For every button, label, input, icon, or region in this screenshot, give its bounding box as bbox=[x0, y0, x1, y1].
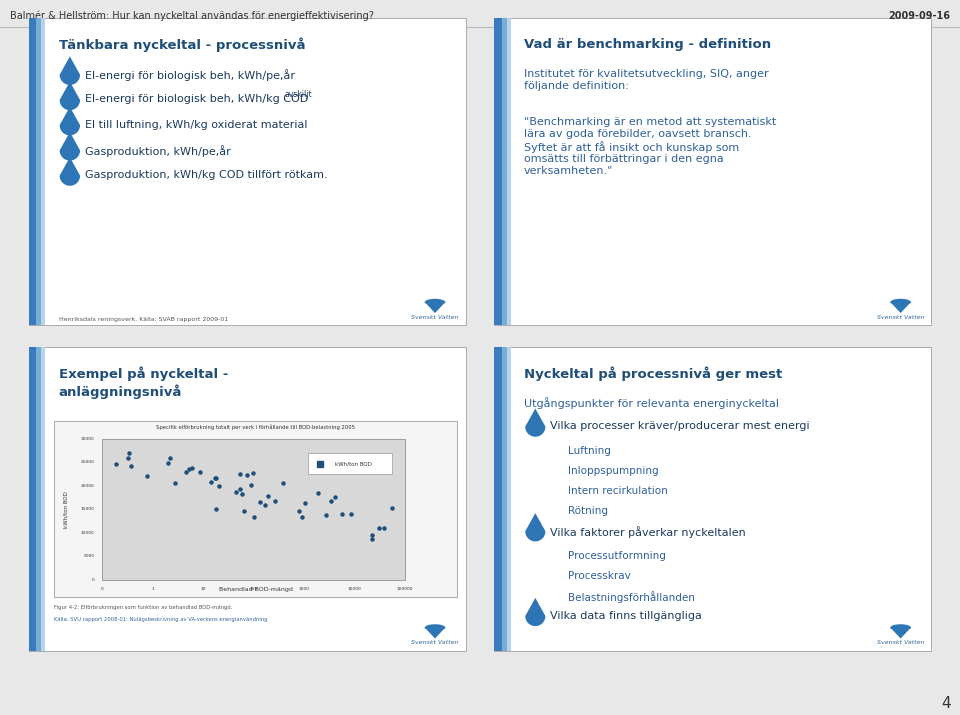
Text: Utgångspunkter för relevanta energinyckeltal: Utgångspunkter för relevanta energinycke… bbox=[524, 398, 780, 410]
Text: Vad är benchmarking - definition: Vad är benchmarking - definition bbox=[524, 38, 771, 51]
Text: kWh/ton BOD: kWh/ton BOD bbox=[63, 491, 69, 528]
Text: Gasproduktion, kWh/kg COD tillfört rötkam.: Gasproduktion, kWh/kg COD tillfört rötka… bbox=[84, 170, 327, 180]
Text: 1000: 1000 bbox=[299, 587, 309, 591]
Text: Exempel på nyckeltal -
anläggningsnivå: Exempel på nyckeltal - anläggningsnivå bbox=[59, 367, 228, 398]
Polygon shape bbox=[60, 157, 80, 186]
Text: Luftning: Luftning bbox=[567, 446, 611, 456]
FancyBboxPatch shape bbox=[494, 18, 502, 325]
FancyBboxPatch shape bbox=[29, 18, 466, 325]
Text: Svenskt Vatten: Svenskt Vatten bbox=[876, 315, 924, 320]
FancyBboxPatch shape bbox=[36, 347, 41, 651]
Text: Specifik elförbrukning totalt per verk i förhållande till BOD-belastning 2005: Specifik elförbrukning totalt per verk i… bbox=[156, 425, 355, 430]
Text: 15000: 15000 bbox=[81, 508, 94, 511]
FancyBboxPatch shape bbox=[36, 18, 41, 325]
Polygon shape bbox=[60, 107, 80, 135]
Polygon shape bbox=[425, 302, 444, 313]
Text: Institutet för kvalitetsutveckling, SIQ, anger
följande definition:: Institutet för kvalitetsutveckling, SIQ,… bbox=[524, 69, 769, 91]
Polygon shape bbox=[891, 625, 910, 628]
Text: El-energi för biologisk beh, kWh/pe,år: El-energi för biologisk beh, kWh/pe,år bbox=[84, 69, 295, 81]
Polygon shape bbox=[891, 628, 910, 638]
Text: 0: 0 bbox=[101, 587, 104, 591]
Text: Processkrav: Processkrav bbox=[567, 571, 631, 581]
Text: Intern recirkulation: Intern recirkulation bbox=[567, 486, 667, 496]
FancyBboxPatch shape bbox=[54, 421, 457, 598]
FancyBboxPatch shape bbox=[502, 347, 507, 651]
Polygon shape bbox=[60, 132, 80, 161]
Text: 30000: 30000 bbox=[81, 437, 94, 441]
FancyBboxPatch shape bbox=[494, 347, 931, 651]
Text: Svenskt Vatten: Svenskt Vatten bbox=[411, 640, 459, 645]
Text: El till luftning, kWh/kg oxiderat material: El till luftning, kWh/kg oxiderat materi… bbox=[84, 119, 307, 129]
Text: Gasproduktion, kWh/pe,år: Gasproduktion, kWh/pe,år bbox=[84, 145, 230, 157]
Text: Källa: SVU rapport 2008-01: Nulägsbeskrivning av VA-verkens energianvändning: Källa: SVU rapport 2008-01: Nulägsbeskri… bbox=[54, 617, 268, 622]
Text: Rötning: Rötning bbox=[567, 506, 608, 516]
Text: Figur 4-2: Elförbrukningen som funktion av behandlad BOD-mängd.: Figur 4-2: Elförbrukningen som funktion … bbox=[54, 604, 232, 609]
Text: 1: 1 bbox=[152, 587, 155, 591]
FancyBboxPatch shape bbox=[29, 18, 36, 325]
FancyBboxPatch shape bbox=[507, 347, 511, 651]
Polygon shape bbox=[525, 408, 545, 437]
Polygon shape bbox=[525, 513, 545, 541]
Text: Vilka processer kräver/producerar mest energi: Vilka processer kräver/producerar mest e… bbox=[550, 421, 810, 431]
Polygon shape bbox=[425, 628, 444, 638]
FancyBboxPatch shape bbox=[29, 347, 36, 651]
Text: 100000: 100000 bbox=[396, 587, 413, 591]
FancyBboxPatch shape bbox=[507, 18, 511, 325]
Text: Balmér & Hellström: Hur kan nyckeltal användas för energieffektivisering?: Balmér & Hellström: Hur kan nyckeltal an… bbox=[10, 11, 373, 21]
Text: Henriksdals reningsverk. Källa: SVAB rapport 2009-01: Henriksdals reningsverk. Källa: SVAB rap… bbox=[59, 317, 228, 322]
Text: Vilka data finns tillgängliga: Vilka data finns tillgängliga bbox=[550, 611, 702, 621]
Text: Nyckeltal på processnivå ger mest: Nyckeltal på processnivå ger mest bbox=[524, 367, 782, 381]
Text: Svenskt Vatten: Svenskt Vatten bbox=[876, 640, 924, 645]
Text: Svenskt Vatten: Svenskt Vatten bbox=[411, 315, 459, 320]
Text: Tänkbara nyckeltal - processnivå: Tänkbara nyckeltal - processnivå bbox=[59, 38, 305, 52]
FancyBboxPatch shape bbox=[494, 18, 931, 325]
Text: Inloppspumpning: Inloppspumpning bbox=[567, 466, 659, 476]
Text: kWh/ton BOD: kWh/ton BOD bbox=[335, 461, 372, 466]
FancyBboxPatch shape bbox=[494, 347, 502, 651]
Text: El-energi för biologisk beh, kWh/kg COD: El-energi för biologisk beh, kWh/kg COD bbox=[84, 94, 308, 104]
Text: Processutformning: Processutformning bbox=[567, 551, 665, 561]
Text: 4: 4 bbox=[941, 696, 950, 711]
Text: Belastningsförhållanden: Belastningsförhållanden bbox=[567, 591, 695, 603]
Polygon shape bbox=[891, 300, 910, 302]
Polygon shape bbox=[425, 300, 444, 302]
FancyBboxPatch shape bbox=[41, 347, 45, 651]
FancyBboxPatch shape bbox=[103, 439, 404, 580]
FancyBboxPatch shape bbox=[29, 347, 466, 651]
FancyBboxPatch shape bbox=[41, 18, 45, 325]
Text: 100: 100 bbox=[250, 587, 257, 591]
Polygon shape bbox=[891, 302, 910, 313]
Text: Behandlad BOD-mängd: Behandlad BOD-mängd bbox=[219, 587, 293, 592]
Text: 25000: 25000 bbox=[81, 460, 94, 464]
Polygon shape bbox=[525, 598, 545, 626]
Polygon shape bbox=[60, 82, 80, 110]
Text: 5000: 5000 bbox=[84, 554, 94, 558]
Text: 10000: 10000 bbox=[81, 531, 94, 535]
Text: 2009-09-16: 2009-09-16 bbox=[888, 11, 950, 21]
Polygon shape bbox=[60, 56, 80, 85]
FancyBboxPatch shape bbox=[308, 453, 393, 474]
Text: avskiljt: avskiljt bbox=[284, 90, 312, 99]
Text: 0: 0 bbox=[91, 578, 94, 582]
Text: "Benchmarking är en metod att systematiskt
lära av goda förebilder, oavsett bran: "Benchmarking är en metod att systematis… bbox=[524, 117, 777, 176]
Text: Vilka faktorer påverkar nyckeltalen: Vilka faktorer påverkar nyckeltalen bbox=[550, 526, 746, 538]
Text: 20000: 20000 bbox=[81, 484, 94, 488]
Text: 10: 10 bbox=[201, 587, 205, 591]
Text: 10000: 10000 bbox=[348, 587, 361, 591]
FancyBboxPatch shape bbox=[502, 18, 507, 325]
Polygon shape bbox=[425, 625, 444, 628]
